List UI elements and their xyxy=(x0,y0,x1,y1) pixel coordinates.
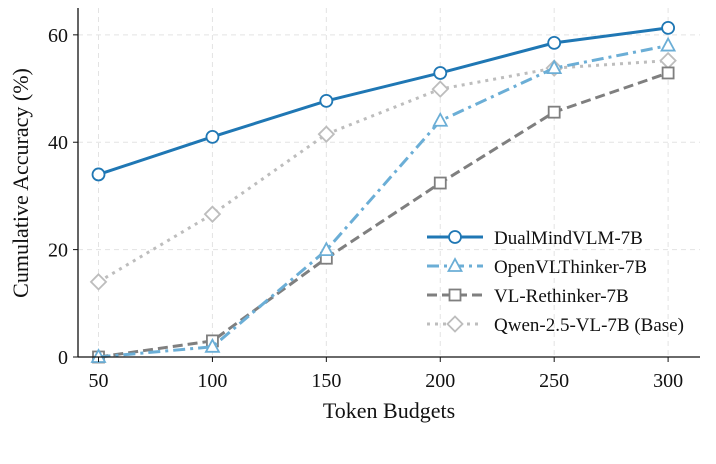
series-line-3 xyxy=(97,59,669,284)
series-line-2 xyxy=(98,71,669,359)
data-point xyxy=(432,111,449,127)
legend-marker xyxy=(446,257,464,272)
series-lines xyxy=(89,20,677,364)
data-point xyxy=(318,241,335,257)
data-point xyxy=(91,167,106,182)
data-point xyxy=(661,20,676,35)
data-point xyxy=(433,176,447,190)
data-point xyxy=(317,125,336,143)
x-tick-label: 100 xyxy=(197,370,227,392)
legend-label: DualMindVLM-7B xyxy=(494,228,643,249)
x-tick-label: 250 xyxy=(539,370,569,392)
data-point xyxy=(661,66,675,80)
legend-marker xyxy=(448,230,462,244)
data-point xyxy=(205,129,220,144)
legend-label: OpenVLThinker-7B xyxy=(494,257,647,278)
x-tick-label: 150 xyxy=(311,370,341,392)
data-point xyxy=(89,273,108,291)
y-tick-label: 40 xyxy=(48,132,68,154)
x-tick-label: 300 xyxy=(653,370,683,392)
series-line-0 xyxy=(98,26,669,176)
data-point xyxy=(660,36,677,52)
y-axis-label: Cumulative Accuracy (%) xyxy=(8,68,33,298)
data-point xyxy=(319,93,334,108)
data-point xyxy=(204,337,221,353)
legend: DualMindVLM-7B OpenVLThinker-7B VL-Rethink… xyxy=(427,228,684,336)
y-tick-label: 0 xyxy=(58,347,68,369)
data-point xyxy=(547,36,562,50)
x-tick-label: 200 xyxy=(425,370,455,392)
data-point xyxy=(547,105,561,119)
legend-label: Qwen-2.5-VL-7B (Base) xyxy=(494,315,684,336)
legend-marker xyxy=(446,315,464,333)
data-point xyxy=(433,66,448,80)
y-tick-label: 20 xyxy=(48,240,68,262)
data-point xyxy=(659,51,677,70)
data-point xyxy=(203,205,222,223)
x-axis-label: Token Budgets xyxy=(323,398,455,423)
y-tick-label: 60 xyxy=(48,25,68,47)
axes: 50 100 150 200 250 300 0 20 40 60 xyxy=(48,8,700,392)
series-line-1 xyxy=(98,44,669,359)
legend-marker xyxy=(448,288,462,302)
data-point xyxy=(546,59,563,75)
x-tick-label: 50 xyxy=(89,370,109,392)
legend-label: VL-Rethinker-7B xyxy=(494,286,629,307)
data-point xyxy=(431,80,450,98)
